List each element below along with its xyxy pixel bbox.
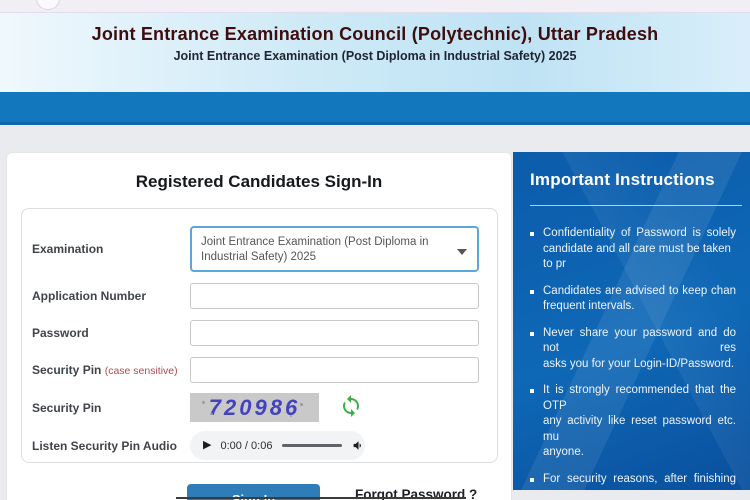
instruction-line: candidate and all care must be taken to … [543,242,731,271]
instruction-line: Candidates are advised to keep chan [543,284,736,297]
examination-row: Examination Joint Entrance Examination (… [22,226,497,272]
application-number-row: Application Number [22,283,497,309]
nav-bar [0,92,750,125]
forgot-password-link[interactable]: Forgot Password ? [355,487,478,500]
signin-card-title: Registered Candidates Sign-In [135,172,383,191]
important-instructions-panel: Important Instructions Confidentiality o… [513,152,750,490]
instruction-line: any activity like reset password etc. mu [543,415,736,443]
instruction-line: It is strongly recommended that the OTP [543,384,736,412]
instructions-title: Important Instructions [530,170,715,189]
security-pin-input[interactable] [190,357,479,383]
square-bullet-icon [530,389,534,393]
sign-in-button[interactable]: Sign In [187,484,320,500]
application-number-input[interactable] [190,283,479,309]
captcha-image: 720986 [190,393,319,422]
site-title: Joint Entrance Examination Council (Poly… [91,24,659,44]
examination-selected-value: Joint Entrance Examination (Post Diploma… [201,236,429,263]
instruction-line: frequent intervals. [543,300,635,312]
audio-progress-bar[interactable] [282,444,342,447]
password-label: Password [32,326,89,340]
instructions-list: Confidentiality of Password is solely ca… [530,226,736,490]
square-bullet-icon [530,331,534,336]
play-icon[interactable]: ▶ [203,439,212,451]
application-number-label: Application Number [32,289,147,303]
list-item: For security reasons, after finishing yo… [530,472,736,491]
captcha-code: 720986 [208,395,301,420]
divider [530,205,742,206]
instruction-line: anyone. [543,446,584,458]
examination-label: Examination [32,242,104,256]
security-pin-audio-player[interactable]: ▶ 0:00 / 0:06 [190,431,365,460]
site-header: Joint Entrance Examination Council (Poly… [0,13,750,92]
list-item: It is strongly recommended that the OTP … [530,383,736,461]
captcha-label: Security Pin [32,400,102,415]
signin-card: Registered Candidates Sign-In Examinatio… [6,152,512,500]
list-item: Confidentiality of Password is solely ca… [530,226,736,273]
password-input[interactable] [190,320,479,346]
captcha-row: Security Pin 720986 [22,393,497,422]
instruction-line: Never share your password and do not res [543,326,736,355]
password-row: Password [22,320,497,346]
instruction-line: For security reasons, after finishing yo… [543,472,736,491]
examination-select[interactable]: Joint Entrance Examination (Post Diploma… [190,226,479,272]
square-bullet-icon [530,477,534,482]
exam-subtitle: Joint Entrance Examination (Post Diploma… [173,49,577,63]
signin-form: Examination Joint Entrance Examination (… [21,208,498,463]
instruction-line: Confidentiality of Password is solely [543,227,736,239]
security-pin-row: Security Pin (case sensitive) [22,357,497,383]
audio-row: Listen Security Pin Audio ▶ 0:00 / 0:06 [22,431,497,460]
list-item: Candidates are advised to keep chan freq… [530,284,736,315]
instruction-line: asks you for your Login-ID/Password. [543,357,735,370]
square-bullet-icon [530,289,534,294]
divider [176,497,466,499]
audio-label: Listen Security Pin Audio [32,438,177,453]
audio-time: 0:00 / 0:06 [220,439,273,452]
square-bullet-icon [530,232,534,236]
volume-icon[interactable] [352,439,365,452]
security-pin-label-text: Security Pin [32,363,102,377]
list-item: Never share your password and do not res… [530,326,736,373]
browser-edge-strip [0,0,750,13]
security-pin-label: Security Pin (case sensitive) [32,363,178,377]
case-sensitive-note: (case sensitive) [104,365,178,377]
refresh-captcha-icon[interactable] [338,394,364,420]
chevron-down-icon [457,249,467,255]
browser-control-remnant [36,0,60,10]
